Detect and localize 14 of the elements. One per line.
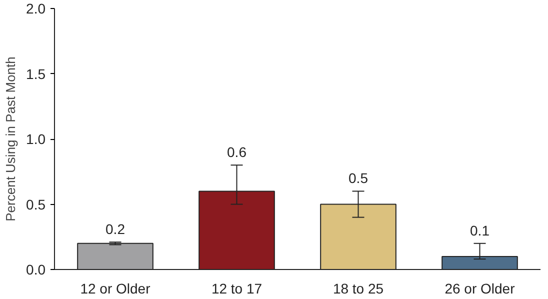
y-tick-label: 0.0	[26, 262, 46, 278]
data-label: 0.5	[348, 170, 368, 186]
x-tick-label: 26 or Older	[444, 280, 516, 296]
data-label: 0.1	[470, 222, 490, 238]
x-tick-label: 18 to 25	[332, 280, 384, 296]
y-tick-label: 1.0	[26, 131, 46, 147]
data-label: 0.6	[227, 144, 247, 160]
y-axis-title: Percent Using in Past Month	[3, 56, 18, 222]
x-tick-label: 12 or Older	[80, 280, 151, 296]
data-label: 0.2	[106, 221, 126, 238]
x-tick-label: 12 to 17	[211, 280, 262, 296]
y-tick-label: 2.0	[26, 0, 46, 16]
y-tick-label: 0.5	[26, 196, 46, 212]
y-tick-label: 1.5	[26, 66, 46, 82]
